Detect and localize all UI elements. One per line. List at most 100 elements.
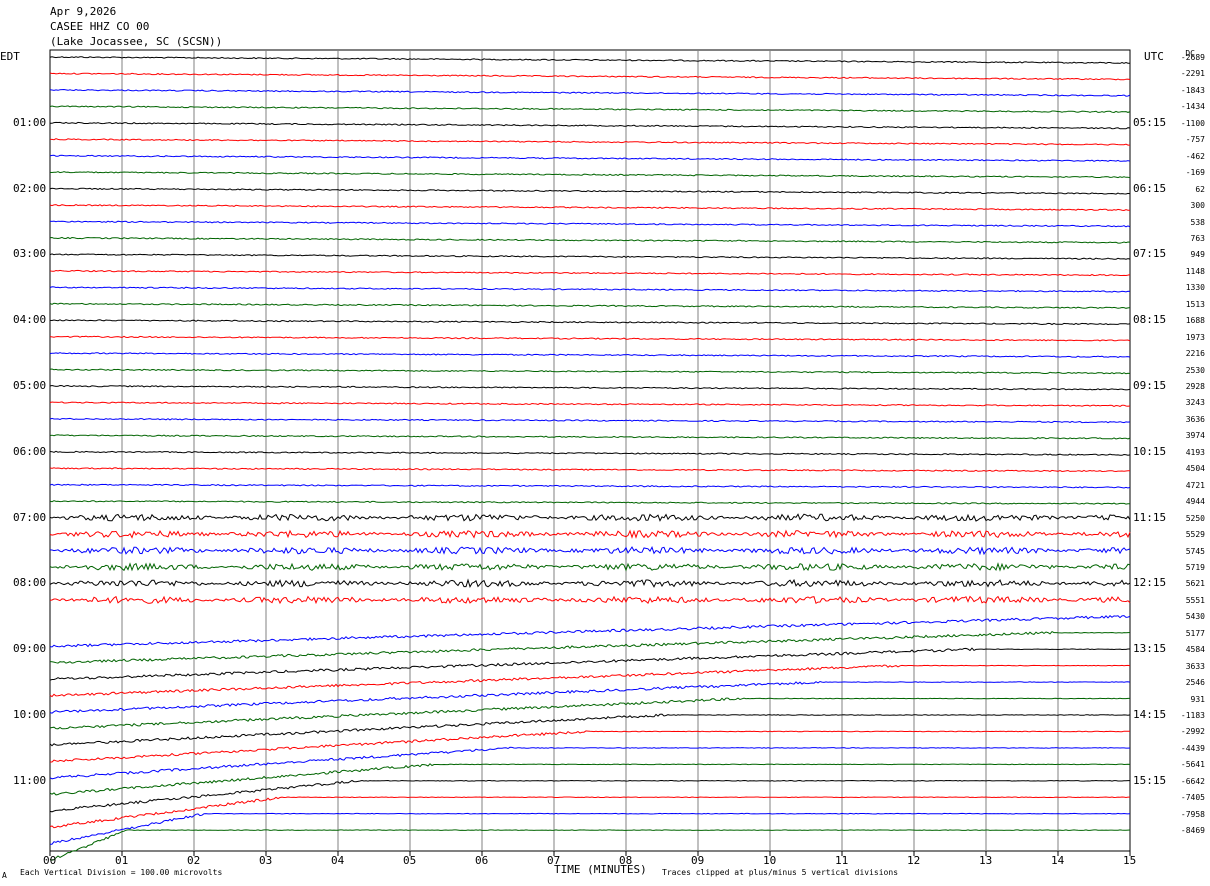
dc-offset-value: -462 (1185, 151, 1205, 161)
dc-offset-value: -7958 (1180, 809, 1205, 819)
dc-offset-value: 538 (1190, 217, 1205, 227)
x-tick-label: 07 (547, 854, 561, 867)
trace-line (49, 319, 1131, 326)
trace-line (49, 483, 1131, 489)
dc-offset-value: 763 (1190, 233, 1205, 243)
trace-line (49, 829, 1131, 861)
trace-line (49, 417, 1131, 424)
dc-offset-value: 1688 (1185, 316, 1205, 326)
edt-time-label: 09:00 (13, 642, 47, 656)
trace-line (49, 615, 1131, 648)
dc-offset-value: 1973 (1185, 332, 1205, 342)
dc-offset-value: 931 (1190, 694, 1205, 704)
trace-line (49, 812, 1131, 845)
trace-line (49, 269, 1131, 277)
dc-offset-value: -2291 (1180, 69, 1205, 79)
dc-offset-value: -8469 (1180, 826, 1205, 836)
dc-offset-value: 300 (1190, 201, 1205, 211)
x-tick-label: 14 (1051, 854, 1065, 867)
trace-line (49, 88, 1131, 97)
trace-line (49, 697, 1130, 730)
dc-offset-value: -7405 (1180, 793, 1205, 803)
clip-note: Traces clipped at plus/minus 5 vertical … (662, 868, 899, 877)
dc-offset-value: 5719 (1185, 562, 1205, 572)
trace-line (49, 562, 1131, 572)
trace-line (49, 220, 1131, 228)
dc-offset-value: 4193 (1185, 447, 1205, 457)
trace-line (49, 72, 1131, 81)
trace-line (49, 384, 1131, 391)
trace-line (49, 746, 1131, 780)
x-tick-label: 08 (619, 854, 633, 867)
utc-time-label: 09:15 (1133, 379, 1167, 392)
dc-offset-value: 949 (1190, 250, 1205, 260)
dc-offset-value: 3974 (1185, 431, 1205, 441)
utc-time-label: 12:15 (1133, 576, 1167, 590)
dc-offset-value: 4944 (1185, 497, 1205, 507)
station-location: (Lake Jocassee, SC (SCSN)) (50, 35, 223, 48)
utc-time-label: 15:15 (1133, 773, 1167, 787)
edt-time-label: 03:00 (13, 247, 47, 261)
station-code: CASEE HHZ CO 00 (50, 20, 150, 33)
trace-line (49, 763, 1131, 796)
trace-line (49, 513, 1131, 522)
dc-offset-value: -2689 (1180, 53, 1205, 62)
edt-time-label: 05:00 (13, 379, 47, 392)
trace-line (49, 529, 1131, 539)
dc-offset-value: -1434 (1180, 102, 1205, 112)
plot-frame (49, 49, 1131, 852)
dc-offset-value: 5177 (1185, 628, 1205, 638)
x-tick-label: 06 (475, 854, 489, 867)
trace-line (49, 335, 1131, 342)
edt-time-label: 11:00 (13, 773, 47, 787)
trace-line (49, 796, 1130, 829)
trace-line (49, 286, 1131, 293)
utc-time-label: 05:15 (1133, 115, 1167, 129)
trace-line (49, 56, 1131, 64)
dc-offset-value: 2928 (1185, 382, 1205, 391)
x-tick-label: 12 (907, 854, 921, 867)
trace-line (49, 105, 1131, 114)
trace-line (49, 664, 1131, 698)
trace-line (49, 204, 1130, 212)
dc-offset-value: 4504 (1185, 464, 1205, 474)
dc-offset-value: -1100 (1180, 118, 1205, 128)
trace-line (49, 595, 1131, 605)
trace-line (49, 253, 1131, 260)
utc-time-label: 14:15 (1133, 708, 1167, 721)
trace-line (49, 154, 1131, 162)
utc-time-label: 13:15 (1133, 642, 1167, 656)
edt-time-label: 01:00 (13, 115, 47, 129)
trace-line (49, 352, 1131, 358)
x-tick-label: 00 (43, 854, 57, 867)
trace-line (49, 630, 1131, 664)
edt-time-label: 07:00 (13, 510, 47, 524)
trace-line (49, 578, 1131, 588)
x-tick-label: 15 (1123, 854, 1137, 867)
trace-line (49, 779, 1130, 813)
trace-line (50, 730, 1130, 763)
dc-column-label: DC (1185, 49, 1195, 58)
dc-offset-value: 1513 (1185, 299, 1205, 309)
dc-offset-value: -5641 (1180, 760, 1205, 770)
x-tick-label: 10 (763, 854, 777, 867)
trace-line (49, 236, 1131, 244)
dc-offset-value: 2530 (1185, 365, 1205, 375)
x-tick-label: 11 (835, 854, 849, 867)
dc-offset-value: -1843 (1180, 85, 1205, 95)
utc-time-label: 10:15 (1133, 444, 1167, 458)
trace-line (49, 187, 1131, 195)
dc-offset-value: 5621 (1185, 579, 1205, 589)
utc-time-label: 06:15 (1133, 181, 1167, 195)
utc-axis-label: UTC (1144, 50, 1164, 63)
x-axis-title: TIME (MINUTES) (554, 863, 647, 876)
trace-line (49, 680, 1131, 714)
trace-line (49, 368, 1131, 375)
dc-offset-value: 3636 (1185, 414, 1205, 424)
x-tick-label: 02 (187, 854, 201, 867)
dc-offset-value: 5745 (1185, 546, 1205, 556)
dc-offset-value: -757 (1185, 135, 1205, 145)
dc-offset-value: 3243 (1185, 398, 1205, 408)
trace-line (50, 138, 1130, 146)
dc-offset-value: 1148 (1185, 266, 1205, 276)
